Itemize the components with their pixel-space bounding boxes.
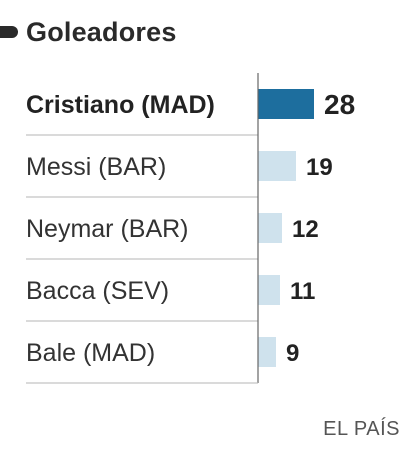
source-credit: EL PAÍS (323, 418, 400, 440)
value-label-neymar-bar: 12 (292, 216, 319, 243)
bar-messi-bar (258, 151, 296, 181)
chart-title: Goleadores (26, 16, 177, 47)
bar-cristiano-mad (258, 89, 314, 119)
category-label-bacca-sev: Bacca (SEV) (26, 277, 169, 305)
category-label-cristiano-mad: Cristiano (MAD) (26, 91, 215, 119)
category-label-bale-mad: Bale (MAD) (26, 339, 155, 367)
bar-bacca-sev (258, 275, 280, 305)
bar-bale-mad (258, 337, 276, 367)
value-label-messi-bar: 19 (306, 154, 333, 181)
value-label-bale-mad: 9 (286, 340, 299, 367)
value-label-bacca-sev: 11 (290, 278, 315, 305)
chart-title-area: Goleadores (0, 12, 177, 52)
category-label-messi-bar: Messi (BAR) (26, 153, 166, 181)
title-marker-icon (0, 26, 18, 38)
category-label-neymar-bar: Neymar (BAR) (26, 215, 189, 243)
bar-neymar-bar (258, 213, 282, 243)
value-label-cristiano-mad: 28 (324, 89, 355, 120)
